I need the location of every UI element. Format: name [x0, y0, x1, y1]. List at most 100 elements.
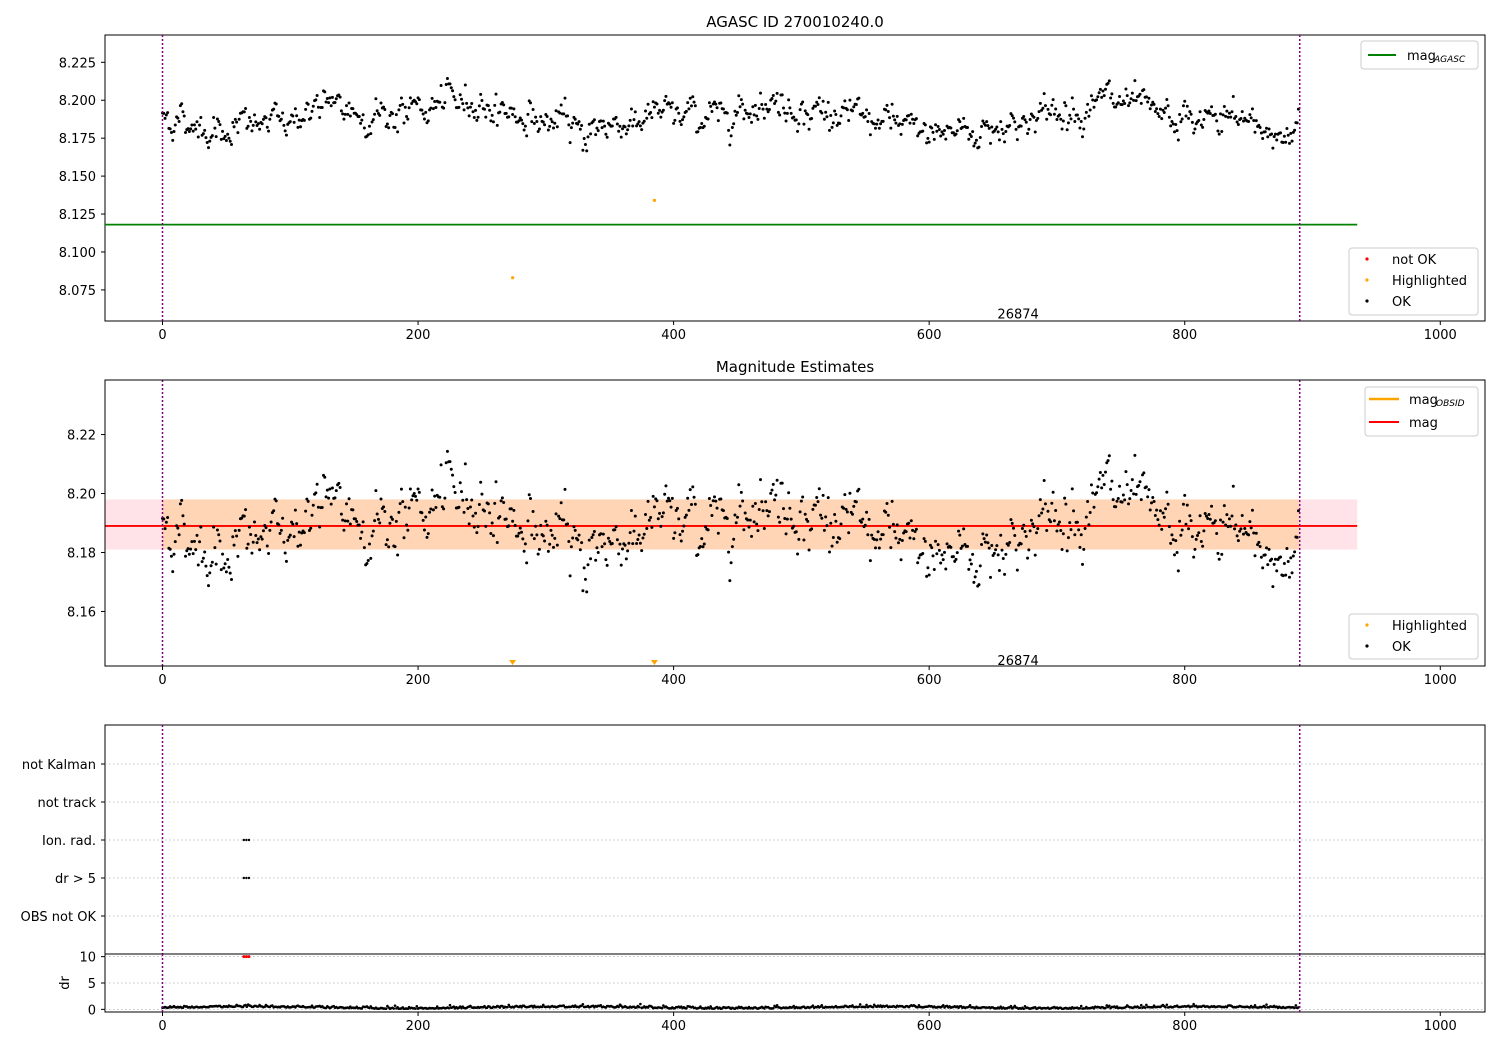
ok-point — [885, 501, 889, 505]
dr-point — [414, 1007, 417, 1010]
ok-point — [688, 96, 692, 100]
ok-point — [571, 121, 575, 125]
flag-point — [242, 876, 246, 880]
ok-point — [617, 129, 621, 133]
ok-point — [675, 106, 679, 110]
x-tick-label: 400 — [661, 1019, 686, 1034]
ok-point — [164, 520, 168, 524]
ok-point — [623, 543, 627, 547]
flag-point — [245, 838, 248, 842]
legend-label-highlighted: Highlighted — [1392, 274, 1467, 289]
ok-point — [785, 517, 789, 521]
ok-point — [493, 103, 497, 107]
ok-point — [715, 106, 719, 110]
ok-point — [297, 118, 301, 122]
ok-point — [1043, 502, 1047, 506]
ok-point — [1229, 115, 1233, 119]
ok-point — [1242, 532, 1245, 536]
ok-point — [1219, 112, 1222, 116]
ok-point — [1151, 495, 1155, 499]
ok-point — [562, 518, 566, 522]
ok-point — [1259, 131, 1263, 135]
ok-point — [283, 551, 287, 555]
ok-point — [1261, 137, 1265, 141]
ok-point — [166, 515, 170, 519]
ok-point — [516, 534, 520, 538]
ok-point — [366, 133, 370, 137]
ok-point — [683, 515, 687, 519]
ok-point — [1003, 572, 1007, 576]
ok-point — [389, 515, 393, 519]
x-tick-label: 600 — [917, 328, 942, 343]
ok-point — [388, 521, 392, 525]
ok-point — [828, 128, 831, 132]
ok-point — [521, 122, 525, 126]
agasc-obsid-label: 26874 — [997, 307, 1038, 322]
ok-point — [688, 488, 692, 492]
ok-point — [173, 540, 177, 544]
ok-point — [1042, 479, 1046, 483]
ok-point — [559, 501, 563, 505]
ok-point — [1120, 500, 1124, 504]
ok-point — [299, 543, 302, 547]
ok-point — [1046, 509, 1050, 513]
ok-point — [297, 530, 301, 534]
ok-point — [983, 123, 987, 127]
ok-point — [523, 542, 527, 546]
ok-point — [353, 517, 357, 521]
ok-point — [1238, 529, 1242, 533]
ok-point — [829, 114, 833, 118]
ok-point — [876, 118, 880, 122]
ok-point — [396, 553, 400, 557]
ok-point — [209, 564, 213, 568]
ok-point — [513, 524, 517, 528]
ok-point — [770, 97, 774, 101]
ok-point — [1183, 99, 1187, 103]
dr-point — [863, 1005, 867, 1009]
ok-point — [971, 130, 975, 134]
ok-point — [458, 481, 462, 485]
ok-point — [670, 101, 674, 105]
ok-point — [529, 101, 532, 105]
ok-point — [1087, 523, 1091, 527]
ok-point — [394, 113, 398, 117]
ok-point — [1100, 95, 1104, 99]
ok-point — [316, 105, 320, 109]
dr-point — [447, 1006, 451, 1010]
ok-point — [792, 524, 796, 528]
ok-point — [535, 533, 539, 537]
ok-point — [663, 99, 667, 103]
ok-point — [554, 512, 558, 516]
ok-point — [932, 137, 936, 141]
ok-point — [1286, 559, 1290, 563]
ok-point — [775, 91, 779, 95]
ok-point — [525, 561, 529, 565]
ok-point — [1248, 520, 1252, 524]
ok-point — [338, 486, 342, 490]
ok-point — [912, 122, 916, 126]
ok-point — [306, 499, 310, 503]
ok-point — [734, 113, 738, 117]
ok-point — [240, 516, 244, 520]
ok-point — [1015, 568, 1019, 572]
ok-point — [1282, 134, 1286, 138]
ok-point — [172, 552, 176, 556]
legend-label-mag: mag — [1409, 416, 1438, 431]
x-tick-label: 200 — [406, 328, 431, 343]
ok-point — [1227, 517, 1231, 521]
ok-point — [1019, 542, 1023, 546]
ok-point — [784, 532, 788, 536]
ok-point — [569, 126, 573, 130]
ok-point — [959, 546, 963, 550]
ok-point — [463, 83, 467, 87]
ok-point — [1052, 519, 1056, 523]
ok-point — [181, 110, 185, 114]
ok-point — [1003, 140, 1007, 144]
y-tick-label: 8.18 — [67, 546, 96, 561]
ok-point — [1261, 566, 1265, 570]
ok-point — [638, 541, 642, 545]
ok-point — [394, 519, 398, 523]
ok-point — [776, 110, 780, 114]
ok-point — [586, 563, 590, 567]
ok-point — [529, 497, 532, 501]
